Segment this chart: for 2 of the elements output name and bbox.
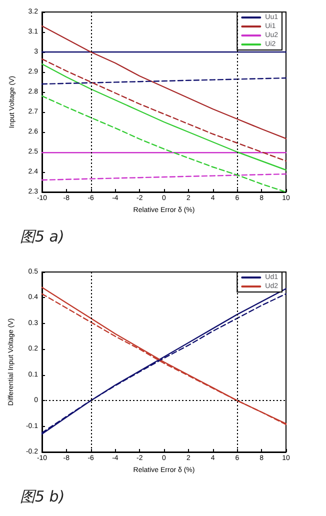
caption: 图5 b) [20, 488, 65, 506]
caption: 图5 a) [20, 228, 64, 246]
